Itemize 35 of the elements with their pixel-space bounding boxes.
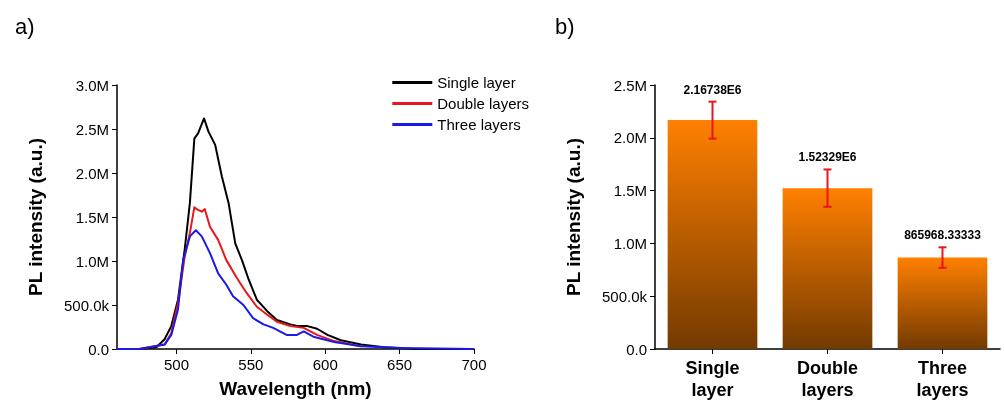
y-tick-label: 1.5M <box>75 208 109 226</box>
y-tick-label: 500.0k <box>63 296 110 314</box>
y-tick-label: 1.0M <box>75 252 109 270</box>
x-tick-label: 700 <box>461 356 487 373</box>
bar <box>782 188 873 349</box>
x-tick-label: 550 <box>238 356 264 373</box>
y-tick-label: 2.0M <box>75 164 109 182</box>
chart-title: a) <box>15 13 35 39</box>
x-tick-label: 650 <box>387 356 413 373</box>
y-axis-title: PL intensity (a.u.) <box>25 137 46 297</box>
y-tick-label: 2.5M <box>75 120 109 138</box>
y-tick-label: 3.0M <box>75 76 109 94</box>
legend-label: Single layer <box>437 74 516 91</box>
x-tick-label: 600 <box>312 356 338 373</box>
x-axis-title: Wavelength (nm) <box>219 378 372 399</box>
y-tick-label: 0.0 <box>626 340 647 358</box>
x-tick-label: Single layer <box>685 358 740 400</box>
data-label: 865968.33333 <box>904 228 982 243</box>
x-tick-label: 500 <box>163 356 190 373</box>
y-tick-label: 0.0 <box>88 340 109 358</box>
x-tick-label: Double layers <box>797 358 858 400</box>
data-label: 2.16738E6 <box>683 82 742 97</box>
legend-label: Double layers <box>437 95 529 112</box>
data-label: 1.52329E6 <box>798 150 857 165</box>
y-tick-label: 2.0M <box>613 129 647 147</box>
y-tick-label: 2.5M <box>613 76 647 94</box>
chart-title: b) <box>555 13 575 39</box>
y-tick-label: 500.0k <box>601 287 648 305</box>
y-tick-label: 1.0M <box>613 234 647 252</box>
x-tick-label: Three layers <box>916 358 969 400</box>
y-axis-title: PL intensity (a.u.) <box>563 137 584 297</box>
y-tick-label: 1.5M <box>613 182 647 200</box>
bar <box>667 120 758 349</box>
bar <box>897 257 988 349</box>
legend-label: Three layers <box>437 116 521 133</box>
